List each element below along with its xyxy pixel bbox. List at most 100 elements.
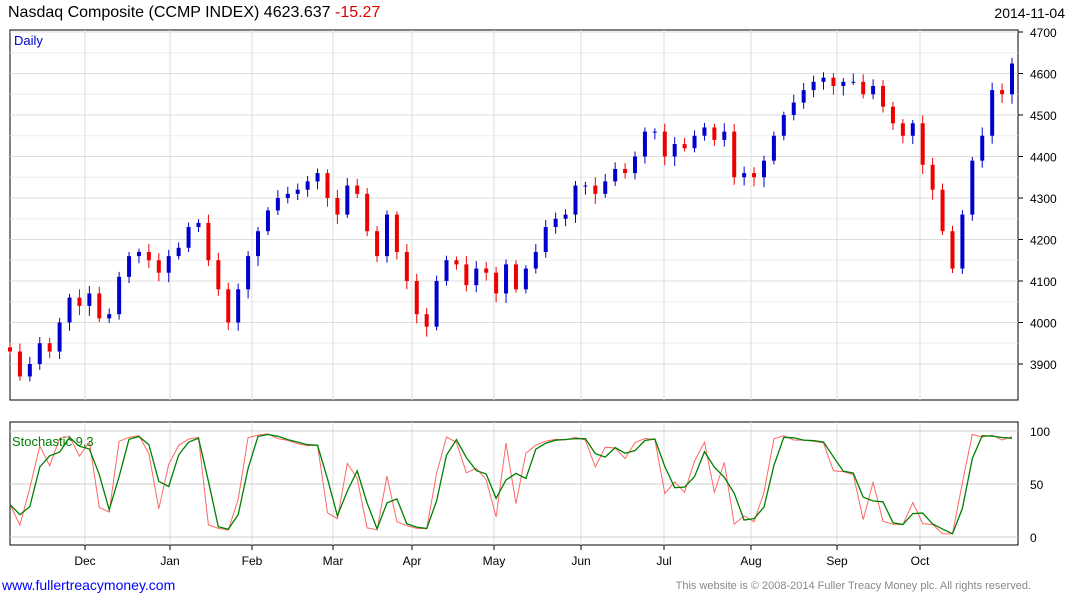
candle-up: [583, 185, 588, 187]
candle-down: [732, 131, 737, 178]
candle-up: [127, 256, 132, 277]
candle-down: [335, 198, 340, 215]
candle-down: [424, 314, 429, 327]
candle-up: [275, 198, 280, 211]
candle-up: [851, 81, 856, 83]
last-price: 4623.637: [263, 4, 331, 21]
stochastic-tick-label: 0: [1030, 531, 1037, 545]
candle-up: [633, 156, 638, 174]
candle-up: [771, 135, 776, 161]
candle-down: [930, 164, 935, 190]
month-label: Oct: [911, 554, 930, 568]
stochastic-tick-label: 50: [1030, 478, 1044, 492]
candle-down: [940, 189, 945, 232]
candle-up: [543, 227, 548, 252]
candle-up: [970, 160, 975, 215]
month-label: Apr: [403, 554, 422, 568]
candle-up: [781, 115, 786, 136]
candle-up: [504, 264, 509, 294]
month-label: May: [483, 554, 506, 568]
candle-up: [573, 185, 578, 215]
candle-down: [47, 343, 52, 352]
candle-up: [285, 193, 290, 198]
price-tick-label: 4100: [1030, 275, 1057, 289]
candle-down: [861, 81, 866, 95]
candle-up: [642, 131, 647, 157]
candle-down: [8, 347, 12, 352]
candle-up: [345, 185, 350, 215]
price-panel: [9, 29, 1019, 401]
candle-up: [305, 181, 310, 190]
candle-down: [494, 272, 499, 294]
price-tick-label: 4600: [1030, 68, 1057, 82]
month-label: Jun: [571, 554, 590, 568]
candle-down: [216, 260, 221, 290]
candle-up: [57, 322, 62, 352]
period-label: Daily: [14, 33, 43, 48]
candle-up: [553, 218, 558, 228]
stochastic-label: Stochastic 9,3: [12, 434, 94, 449]
candle-up: [702, 127, 707, 136]
month-label: Sep: [826, 554, 848, 568]
candle-down: [375, 231, 380, 257]
candle-up: [87, 293, 92, 306]
candle-up: [910, 123, 915, 136]
candle-up: [166, 256, 171, 273]
candle-up: [722, 131, 727, 140]
month-label: Dec: [74, 554, 95, 568]
candle-up: [960, 214, 965, 269]
candle-down: [17, 351, 22, 377]
candle-down: [414, 281, 419, 315]
candle-down: [752, 173, 757, 178]
candle-down: [365, 193, 370, 232]
website-link[interactable]: www.fullertreacymoney.com: [2, 577, 176, 593]
month-label: Mar: [323, 554, 344, 568]
candle-down: [712, 127, 717, 140]
candle-up: [990, 90, 995, 136]
candle-up: [434, 281, 439, 327]
price-tick-label: 4000: [1030, 317, 1057, 331]
candle-up: [613, 168, 618, 182]
chart-date: 2014-11-04: [994, 5, 1065, 21]
candle-up: [672, 144, 677, 157]
stochastic-tick-label: 100: [1030, 425, 1050, 439]
candle-up: [256, 231, 261, 257]
candle-up: [176, 247, 181, 257]
month-label: Jul: [656, 554, 671, 568]
candle-up: [295, 189, 300, 194]
price-change: -15.27: [334, 4, 381, 21]
candle-down: [593, 185, 598, 194]
candle-up: [27, 364, 32, 377]
price-tick-label: 4500: [1030, 109, 1057, 123]
candle-down: [355, 185, 360, 194]
candle-up: [186, 227, 191, 248]
candle-up: [980, 135, 985, 161]
candle-up: [37, 343, 42, 364]
candle-down: [881, 85, 886, 107]
candle-up: [196, 222, 201, 228]
candle-down: [900, 123, 905, 136]
candle-down: [950, 231, 955, 269]
chart-title: Nasdaq Composite (CCMP INDEX) 4623.637 -…: [8, 4, 380, 22]
candle-up: [603, 181, 608, 194]
candle-down: [831, 77, 836, 86]
candle-up: [801, 90, 806, 103]
candle-up: [841, 81, 846, 86]
candle-down: [156, 260, 161, 273]
candle-up: [444, 260, 449, 281]
candle-up: [315, 173, 320, 182]
candle-down: [97, 293, 102, 319]
candle-up: [67, 297, 72, 323]
candle-up: [136, 251, 141, 257]
candle-down: [890, 106, 895, 124]
candle-down: [206, 222, 211, 261]
candle-up: [811, 81, 816, 91]
candle-down: [682, 144, 687, 149]
index-name: Nasdaq Composite (CCMP INDEX): [8, 4, 260, 21]
candle-up: [533, 251, 538, 269]
candle-down: [404, 251, 409, 281]
price-tick-label: 4700: [1030, 26, 1057, 40]
candle-up: [107, 314, 112, 319]
candle-up: [791, 102, 796, 115]
price-tick-label: 4200: [1030, 234, 1057, 248]
